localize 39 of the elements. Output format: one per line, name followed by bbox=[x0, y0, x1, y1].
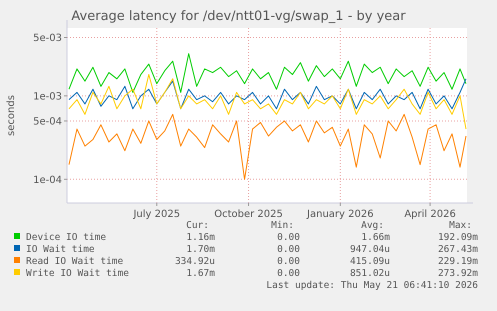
legend-label: Device IO time bbox=[26, 232, 106, 243]
line-series bbox=[68, 78, 466, 110]
text: 851.02u bbox=[350, 268, 390, 279]
text: 1.16m bbox=[186, 232, 216, 243]
y-axis-title: seconds bbox=[6, 95, 17, 136]
text: 1.66m bbox=[361, 232, 390, 243]
text: 1.70m bbox=[186, 244, 216, 255]
legend-label: Write IO Wait time bbox=[26, 268, 130, 279]
y-tick-label: 5e-04 bbox=[33, 116, 62, 128]
x-tick-label: January 2026 bbox=[306, 209, 374, 220]
text: 334.92u bbox=[174, 256, 215, 267]
text: 947.04u bbox=[350, 244, 390, 255]
legend-label: IO Wait time bbox=[26, 244, 95, 255]
text: 1.67m bbox=[186, 268, 216, 279]
text: 267.43m bbox=[438, 244, 478, 255]
legend-label: Read IO Wait time bbox=[26, 256, 124, 267]
text: Avg: bbox=[361, 220, 384, 231]
x-tick-label: April 2026 bbox=[404, 209, 456, 220]
y-tick-label: 5e-03 bbox=[33, 33, 62, 44]
text: 273.92m bbox=[438, 268, 478, 279]
line-series bbox=[68, 74, 466, 130]
line-series bbox=[68, 114, 466, 180]
y-tick-label: 1e-03 bbox=[33, 91, 62, 102]
text: 0.00 bbox=[277, 232, 300, 243]
text: 0.00 bbox=[277, 268, 300, 279]
chart-title: Average latency for /dev/ntt01-vg/swap_1 - by year bbox=[71, 9, 406, 24]
text: 415.09u bbox=[350, 256, 390, 267]
line-series bbox=[68, 53, 466, 93]
text: Min: bbox=[271, 220, 294, 231]
text: 0.00 bbox=[277, 244, 300, 255]
text: 0.00 bbox=[277, 256, 300, 267]
text: Max: bbox=[449, 220, 472, 231]
text: 192.09m bbox=[438, 232, 478, 243]
x-tick-label: October 2025 bbox=[214, 209, 283, 220]
text: 229.19m bbox=[438, 256, 478, 267]
x-tick-label: July 2025 bbox=[132, 209, 180, 220]
text: Cur: bbox=[186, 220, 209, 231]
y-tick-label: 1e-04 bbox=[33, 174, 62, 186]
text: Last update: Thu May 21 06:41:10 2026 bbox=[266, 280, 478, 291]
